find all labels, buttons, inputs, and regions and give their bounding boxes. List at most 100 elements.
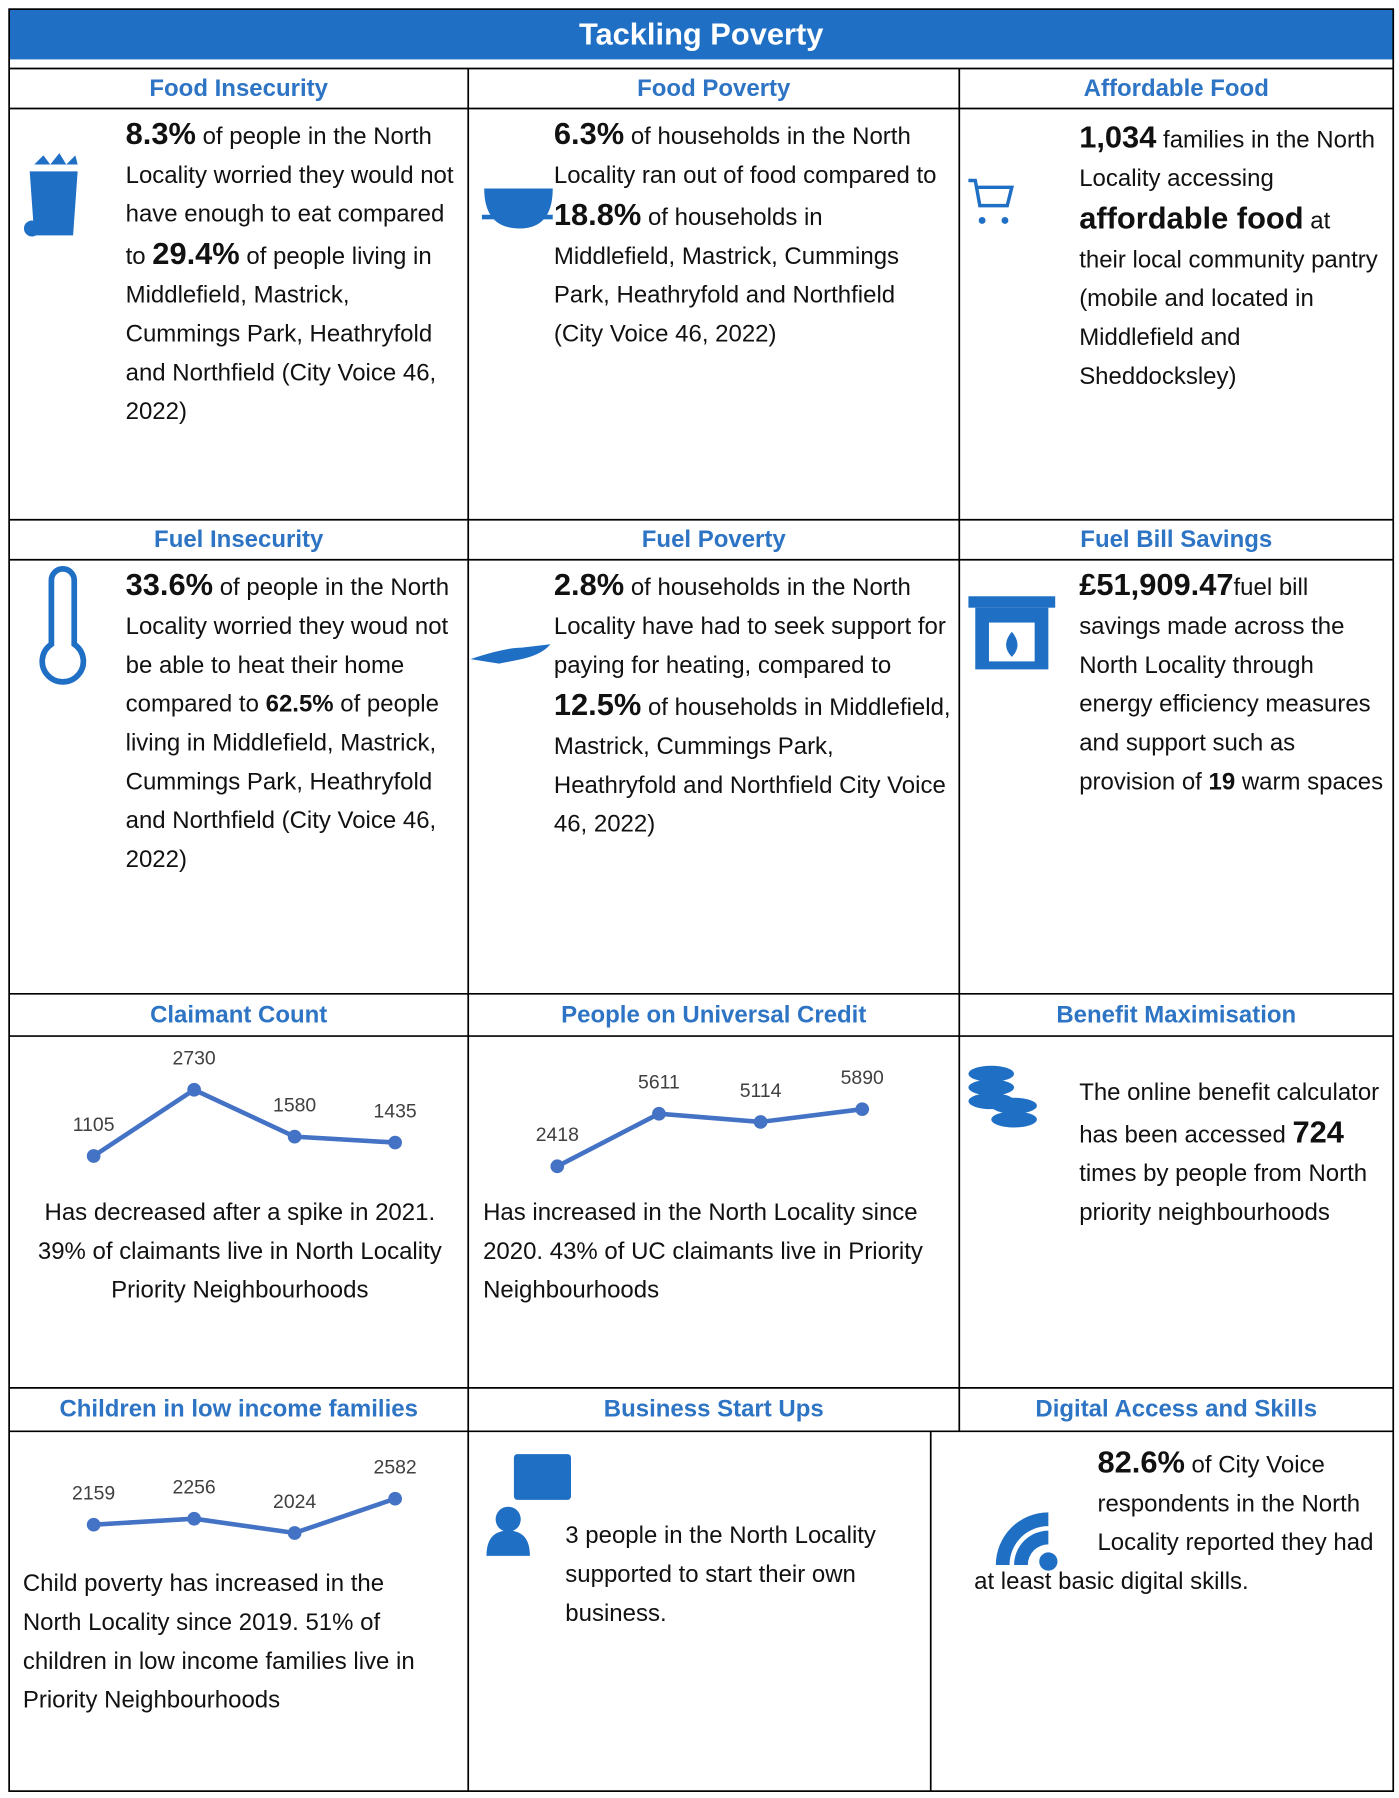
grocery-icon: [29, 153, 78, 236]
value-label: 1435: [374, 1100, 417, 1122]
person-icon: [495, 1506, 521, 1532]
point: [187, 1511, 201, 1526]
text-run: at their local community pantry (mobile …: [1079, 207, 1378, 390]
text-run: The online benefit calculator has been a…: [1079, 1079, 1380, 1149]
idea-icon: [513, 1454, 571, 1500]
cell-text: Has increased in the North Locality sinc…: [483, 1194, 946, 1311]
point: [287, 1526, 302, 1540]
value-label: 2256: [173, 1477, 216, 1499]
trend-line: [556, 1106, 863, 1169]
text-run: of households in the North Locality ran …: [553, 123, 937, 189]
grid-lines: [8, 8, 1395, 1792]
value-label: 2024: [273, 1491, 316, 1513]
bowl-base: [481, 214, 553, 220]
value-label: 5114: [740, 1080, 782, 1102]
point: [652, 1106, 666, 1121]
text-run: of people living in Middlefield, Mastric…: [125, 243, 437, 425]
cell-heading: Affordable Food: [1083, 74, 1269, 102]
text-run: 2.8%: [553, 567, 625, 602]
cell-heading: Fuel Insecurity: [154, 526, 324, 553]
hand-icon: [470, 644, 551, 664]
cell-text: 82.6% of City Voice respondents in the N…: [974, 1443, 1387, 1602]
text-run: 82.6%: [1097, 1445, 1185, 1480]
cell-text: 1,034 families in the North Locality acc…: [1079, 118, 1382, 397]
cell-text: The online benefit calculator has been a…: [1079, 1074, 1385, 1233]
cell-text: 8.3% of people in the North Locality wor…: [126, 114, 459, 432]
text-run: 29.4%: [152, 236, 240, 271]
thermometer-icon: [39, 566, 87, 685]
cell-text: 6.3% of households in the North Locality…: [554, 114, 948, 354]
icons: [23, 153, 1058, 1571]
value-label: 1580: [273, 1095, 316, 1117]
cell-heading: People on Universal Credit: [561, 1001, 867, 1028]
cell-heading: Fuel Bill Savings: [1080, 526, 1273, 553]
value-label: 1105: [73, 1114, 115, 1136]
cell-text: 2.8% of households in the North Locality…: [554, 565, 954, 844]
trend-line: [93, 1496, 396, 1536]
text-run: 724: [1292, 1114, 1344, 1150]
cell-heading: Children in low income families: [59, 1395, 418, 1423]
text-run: of City Voice respondents in the North L…: [974, 1451, 1374, 1595]
value-label: 2730: [173, 1048, 216, 1070]
value-label: 2159: [72, 1483, 115, 1505]
coins-icon: [968, 1065, 1015, 1082]
cell-heading: Food Insecurity: [149, 74, 328, 102]
point: [388, 1491, 402, 1506]
text-run: £51,909.47: [1079, 567, 1234, 602]
cell-heading: Claimant Count: [150, 1001, 328, 1028]
page-title: Tackling Poverty: [578, 16, 824, 51]
text-run: 18.8%: [553, 197, 642, 232]
cell-text: Has decreased after a spike in 2021. 39%…: [25, 1194, 454, 1311]
text-run: warm spaces: [1235, 768, 1384, 796]
fireplace-icon: [968, 596, 1056, 608]
point: [753, 1115, 768, 1129]
text-run: Has decreased after a spike in 2021. 39%…: [37, 1199, 442, 1304]
text-run: 8.3%: [125, 116, 196, 151]
point: [187, 1082, 201, 1097]
text-run: 3 people in the North Locality supported…: [565, 1522, 876, 1627]
point: [388, 1135, 402, 1150]
text-run: 12.5%: [553, 687, 642, 722]
point: [287, 1129, 302, 1144]
cell-heading: Digital Access and Skills: [1035, 1395, 1318, 1423]
cell-text: 3 people in the North Locality supported…: [565, 1517, 919, 1634]
text-run: affordable food: [1079, 201, 1304, 236]
cell-heading: Food Poverty: [637, 74, 791, 102]
cell-heading: Fuel Poverty: [641, 526, 786, 553]
icon-space: [974, 1443, 1097, 1557]
text-run: 33.6%: [125, 567, 214, 602]
text-run: 19: [1208, 768, 1236, 796]
bowl-icon: [484, 188, 553, 229]
value-label: 5890: [841, 1067, 884, 1089]
cell-text: 33.6% of people in the North Locality wo…: [126, 565, 459, 879]
text-run: of people in the North Locality worried …: [125, 574, 450, 718]
text-run: of people living in Middlefield, Mastric…: [125, 691, 439, 873]
text-run: times by people from North priority neig…: [1079, 1160, 1368, 1226]
point: [550, 1159, 565, 1174]
point: [855, 1102, 870, 1117]
value-label: 2418: [536, 1124, 579, 1146]
wifi-icon: [1039, 1552, 1058, 1571]
text-run: Has increased in the North Locality sinc…: [483, 1199, 923, 1304]
cell-heading: Benefit Maximisation: [1056, 1001, 1297, 1028]
value-label: 5611: [638, 1072, 680, 1094]
cart-icon: [968, 178, 1015, 208]
value-label: 2582: [374, 1457, 417, 1479]
text-run: of people in the North Locality worried …: [125, 123, 454, 270]
title-bar: [9, 9, 1394, 60]
point: [86, 1517, 101, 1532]
text-run: of households in the North Locality have…: [553, 574, 946, 679]
cell-text: Child poverty has increased in the North…: [23, 1565, 446, 1720]
text-run: of households in Middlefield, Mastrick, …: [553, 694, 951, 838]
text-run: 1,034: [1079, 119, 1157, 155]
trend-line: [92, 1087, 396, 1158]
apple-icon: [23, 220, 40, 237]
text-run: fuel bill savings made across the North …: [1079, 574, 1371, 796]
text-run: of households in Middlefield, Mastrick, …: [553, 204, 900, 348]
text-run: 62.5%: [265, 691, 334, 718]
text-run: families in the North Locality accessing: [1079, 126, 1375, 192]
text-run: Child poverty has increased in the North…: [22, 1570, 415, 1714]
